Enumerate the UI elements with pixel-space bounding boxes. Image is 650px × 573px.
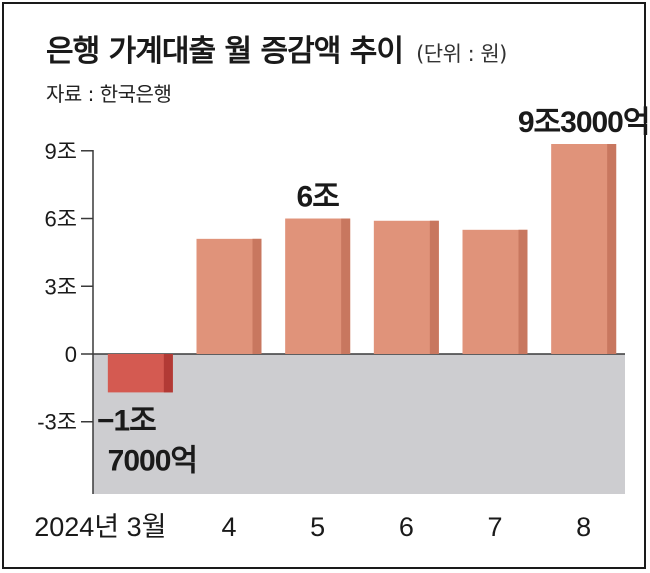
- bar: [551, 144, 617, 354]
- bar-side-shade: [341, 218, 351, 354]
- y-tick-label: 6조: [45, 207, 77, 232]
- y-tick-label: 3조: [45, 274, 77, 299]
- unit-note: (단위 : 원): [416, 42, 507, 66]
- data-label: 9조3000억: [518, 106, 650, 139]
- data-label: 7000억: [108, 444, 197, 477]
- title-row: 은행 가계대출 월 증감액 추이 (단위 : 원): [46, 26, 507, 70]
- bar-side-shade: [607, 144, 617, 354]
- bar-side-shade: [252, 238, 262, 354]
- bar: [373, 220, 439, 354]
- x-tick-label: 7: [487, 512, 502, 542]
- bar-side-shade: [163, 354, 173, 393]
- bar: [107, 354, 173, 393]
- bar-side-shade: [429, 220, 439, 354]
- bar: [196, 238, 262, 354]
- x-tick-label: 5: [310, 512, 325, 542]
- x-tick-label: 4: [221, 512, 236, 542]
- x-tick-label: 6: [399, 512, 414, 542]
- x-tick-label: 8: [576, 512, 591, 542]
- negative-zone-band: [93, 354, 625, 494]
- x-tick-label: 2024년 3월: [34, 512, 166, 542]
- y-tick-label: 9조: [45, 139, 77, 164]
- chart-title: 은행 가계대출 월 증감액 추이: [46, 34, 404, 69]
- bar-side-shade: [518, 229, 528, 354]
- data-label: 6조: [297, 181, 340, 214]
- data-label: −1조: [97, 404, 156, 437]
- y-tick-label: -3조: [37, 410, 77, 435]
- bar: [462, 229, 528, 354]
- bar: [285, 218, 351, 354]
- y-tick-label: 0: [65, 342, 77, 367]
- source-note: 자료 : 한국은행: [46, 82, 172, 106]
